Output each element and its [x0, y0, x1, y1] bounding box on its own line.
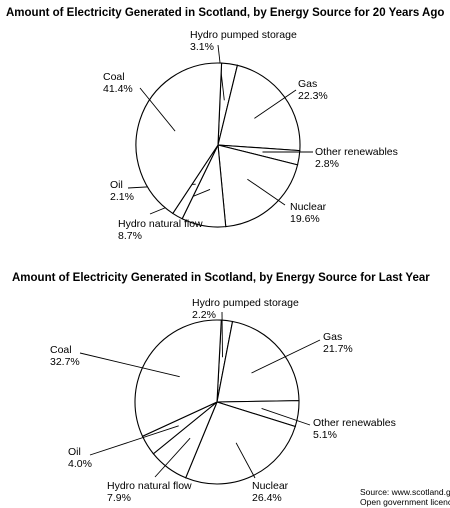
pie-slice-coal — [134, 319, 222, 438]
leader-line-other-renewables — [261, 407, 311, 426]
pie-slice-coal — [135, 62, 223, 215]
slice-label-oil: Oil — [110, 179, 123, 191]
source-line-2: Open government licence — [360, 497, 450, 507]
chart-title-20-years-ago: Amount of Electricity Generated in Scotl… — [6, 7, 444, 19]
pie-slice-nuclear — [184, 401, 296, 485]
slice-label-nuclear: Nuclear — [252, 480, 289, 492]
slice-label-other-renewables: Other renewables — [313, 417, 396, 429]
slice-value-hydro-pumped-storage: 2.2% — [192, 309, 216, 321]
slice-label-oil: Oil — [68, 446, 81, 458]
leader-line-hydro-natural-flow — [154, 437, 191, 478]
leader-line-coal — [139, 87, 176, 132]
slice-value-oil: 2.1% — [110, 191, 134, 203]
leader-line-gas — [251, 339, 321, 374]
slice-value-gas: 21.7% — [323, 343, 353, 355]
source-line-1: Source: www.scotland.gov. — [360, 487, 450, 497]
slice-value-other-renewables: 2.8% — [315, 158, 339, 170]
slice-label-hydro-natural-flow: Hydro natural flow — [118, 218, 203, 230]
leader-line-hydro-pumped-storage — [221, 311, 223, 358]
pie-slice-gas — [216, 320, 300, 403]
leader-line-coal — [79, 352, 180, 378]
slice-value-hydro-pumped-storage: 3.1% — [190, 41, 214, 53]
pie-slice-gas — [217, 64, 301, 152]
slice-label-coal: Coal — [50, 344, 72, 356]
leader-line-oil — [89, 425, 179, 456]
slice-value-oil: 4.0% — [68, 458, 92, 470]
slice-label-gas: Gas — [298, 78, 317, 90]
leader-line-nuclear — [235, 442, 256, 479]
slice-value-coal: 32.7% — [50, 356, 80, 368]
slice-label-nuclear: Nuclear — [290, 201, 327, 213]
slice-label-hydro-natural-flow: Hydro natural flow — [107, 480, 192, 492]
slice-value-coal: 41.4% — [103, 83, 133, 95]
slice-value-hydro-natural-flow: 8.7% — [118, 230, 142, 242]
slice-label-hydro-pumped-storage: Hydro pumped storage — [192, 297, 299, 309]
slice-label-coal: Coal — [103, 71, 125, 83]
slice-value-nuclear: 26.4% — [252, 492, 282, 504]
leader-line-gas — [254, 89, 297, 119]
leader-line-nuclear — [247, 178, 286, 206]
slice-value-gas: 22.3% — [298, 90, 328, 102]
slice-value-hydro-natural-flow: 7.9% — [107, 492, 131, 504]
slice-value-nuclear: 19.6% — [290, 213, 320, 225]
slice-value-other-renewables: 5.1% — [313, 429, 337, 441]
slice-label-gas: Gas — [323, 331, 342, 343]
chart-title-last-year: Amount of Electricity Generated in Scotl… — [12, 272, 430, 284]
slice-label-hydro-pumped-storage: Hydro pumped storage — [190, 29, 297, 41]
slice-label-other-renewables: Other renewables — [315, 146, 398, 158]
